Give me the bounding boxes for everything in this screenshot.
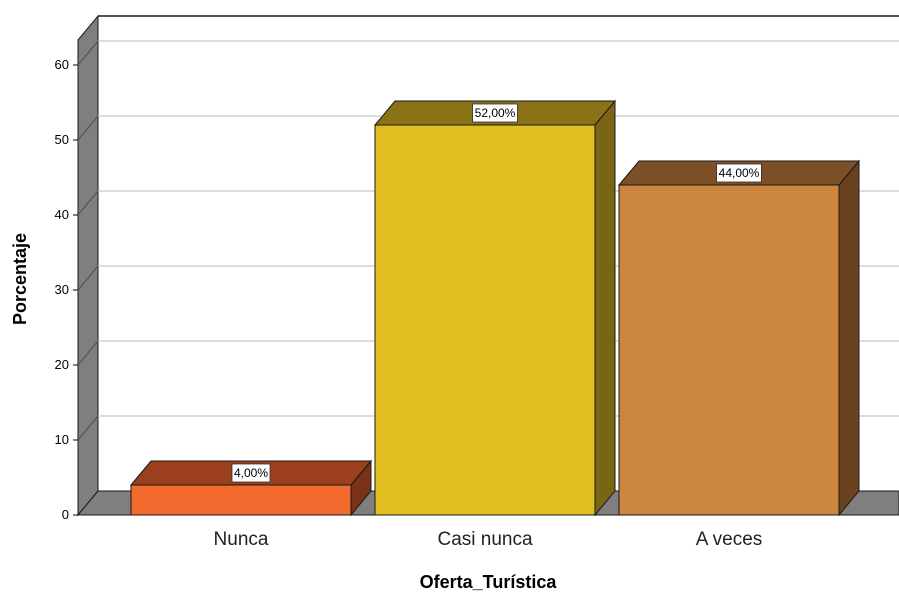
bar-front <box>374 124 596 516</box>
bars: 4,00% 52,00% 44,00% <box>129 99 861 517</box>
bar: 4,00% <box>129 459 373 517</box>
y-tick-label: 20 <box>55 357 69 372</box>
data-label: 4,00% <box>234 466 268 480</box>
bar-front <box>618 184 840 516</box>
y-tick-label: 0 <box>62 507 69 522</box>
data-label-box <box>472 103 518 123</box>
x-category-label: Casi nunca <box>437 529 532 550</box>
side-gridline <box>77 340 99 366</box>
x-category-label: Nunca <box>214 529 269 550</box>
bar-side <box>838 159 860 517</box>
bar-front <box>130 484 352 516</box>
y-tick-label: 40 <box>55 207 69 222</box>
left-wall <box>77 14 99 517</box>
x-axis-title: Oferta_Turística <box>420 572 558 592</box>
bar-side <box>594 99 616 517</box>
bar: 44,00% <box>617 159 861 517</box>
bar: 52,00% <box>373 99 617 517</box>
data-label-box <box>231 463 271 483</box>
side-gridline <box>77 265 99 291</box>
side-gridline <box>77 115 99 141</box>
y-tick-label: 50 <box>55 132 69 147</box>
side-gridline <box>77 415 99 441</box>
side-gridline <box>77 190 99 216</box>
y-axis-ticks: 0 10 20 30 40 50 60 <box>55 57 78 522</box>
x-category-label: A veces <box>696 529 763 550</box>
data-label: 44,00% <box>719 166 760 180</box>
y-tick-label: 10 <box>55 432 69 447</box>
data-label: 52,00% <box>475 106 516 120</box>
side-gridline <box>77 40 99 66</box>
x-axis-categories: Nunca Casi nunca A veces <box>214 529 763 550</box>
y-tick-label: 30 <box>55 282 69 297</box>
y-axis-title: Porcentaje <box>10 233 30 325</box>
y-tick-label: 60 <box>55 57 69 72</box>
data-label-box <box>716 163 762 183</box>
